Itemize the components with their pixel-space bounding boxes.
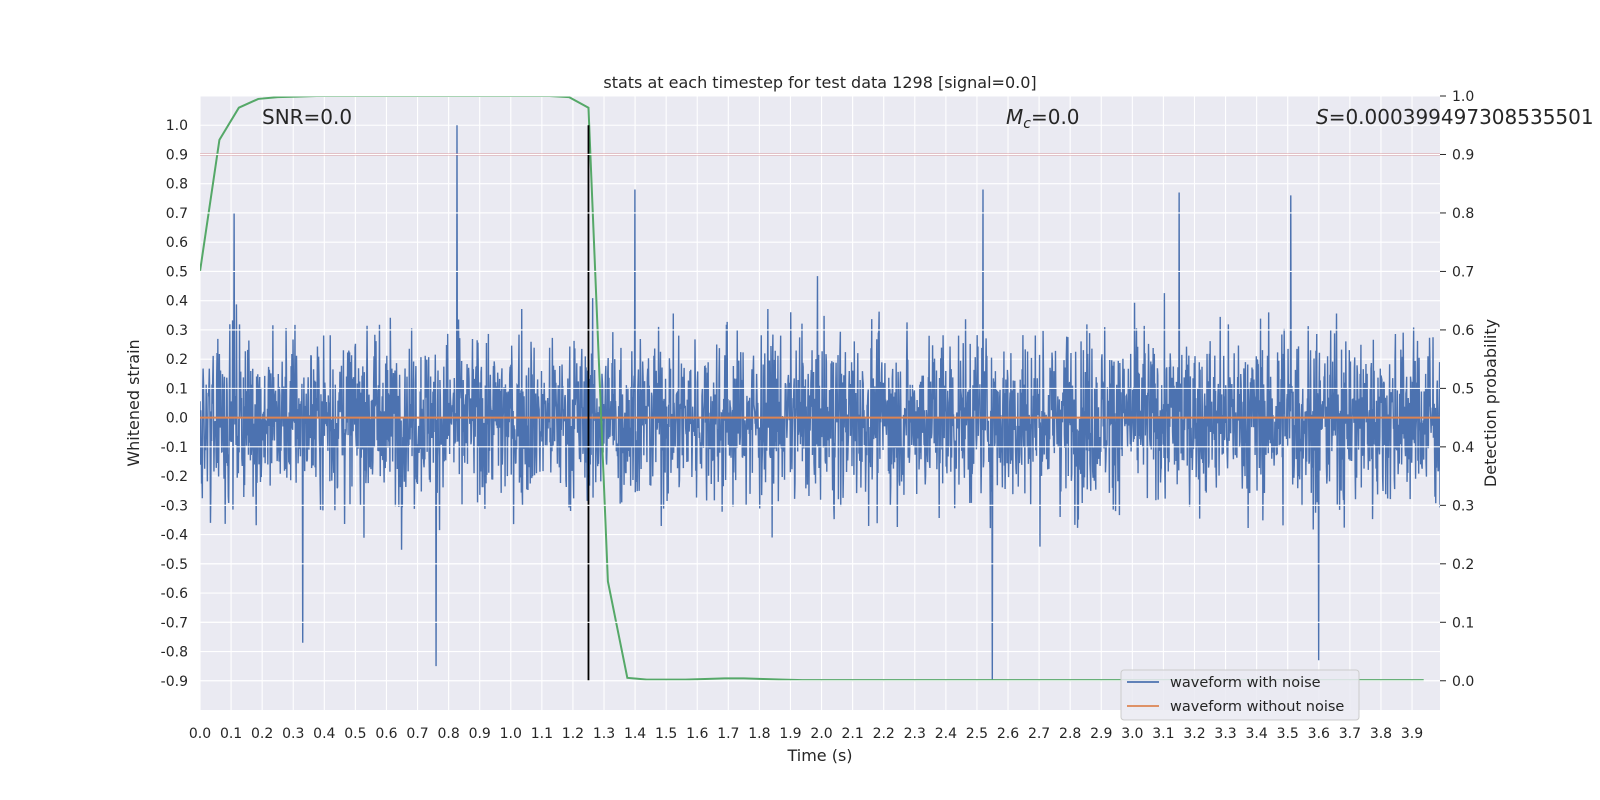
y2-tick-label: 0.6	[1452, 323, 1474, 339]
x-tick-label: 0.2	[251, 726, 273, 742]
y2-tick-label: 0.4	[1452, 440, 1474, 456]
x-tick-label: 3.0	[1121, 726, 1143, 742]
x-tick-label: 1.6	[686, 726, 708, 742]
y-tick-label: 0.4	[166, 294, 188, 310]
x-tick-label: 2.3	[904, 726, 926, 742]
y2-tick-label: 1.0	[1452, 89, 1474, 105]
snr-annotation: SNR=0.0	[262, 105, 352, 129]
x-tick-label: 3.7	[1339, 726, 1361, 742]
y-tick-label: 1.0	[166, 118, 188, 134]
x-tick-label: 3.4	[1246, 726, 1268, 742]
x-tick-label: 1.0	[500, 726, 522, 742]
y-tick-label: -0.7	[161, 615, 188, 631]
x-tick-label: 1.2	[562, 726, 584, 742]
x-tick-label: 3.3	[1214, 726, 1236, 742]
y-tick-label: -0.9	[161, 674, 188, 690]
y2-tick-label: 0.3	[1452, 498, 1474, 514]
x-tick-label: 3.6	[1308, 726, 1330, 742]
x-tick-label: 0.7	[406, 726, 428, 742]
y2-tick-label: 0.8	[1452, 206, 1474, 222]
y-tick-label: -0.5	[161, 557, 188, 573]
x-tick-label: 2.1	[841, 726, 863, 742]
x-tick-label: 2.2	[873, 726, 895, 742]
x-tick-label: 0.8	[437, 726, 459, 742]
legend: waveform with noise waveform without noi…	[1120, 669, 1360, 721]
mc-annotation: Mc=0.0	[1006, 105, 1080, 132]
x-tick-label: 3.1	[1152, 726, 1174, 742]
y2-axis-label: Detection probability	[1481, 319, 1500, 487]
y-tick-label: 0.2	[166, 352, 188, 368]
x-tick-label: 3.9	[1401, 726, 1423, 742]
x-tick-label: 0.9	[469, 726, 491, 742]
x-tick-label: 1.8	[748, 726, 770, 742]
x-axis-label: Time (s)	[786, 746, 852, 765]
mc-subscript: c	[1023, 116, 1031, 132]
y2-tick-label: 0.2	[1452, 557, 1474, 573]
x-tick-label: 0.6	[375, 726, 397, 742]
y-tick-label: -0.3	[161, 498, 188, 514]
x-tick-label: 1.9	[779, 726, 801, 742]
y2-tick-label: 0.1	[1452, 615, 1474, 631]
x-tick-label: 1.5	[655, 726, 677, 742]
y-tick-label: 0.5	[166, 264, 188, 280]
mc-symbol: M	[1006, 105, 1023, 129]
chart-title: stats at each timestep for test data 129…	[603, 73, 1036, 92]
mc-value: =0.0	[1031, 105, 1080, 129]
x-tick-label: 3.5	[1277, 726, 1299, 742]
y-axis-label: Whitened strain	[124, 339, 143, 466]
x-tick-label: 0.4	[313, 726, 335, 742]
y-tick-label: 0.9	[166, 147, 188, 163]
x-tick-label: 3.8	[1370, 726, 1392, 742]
y-tick-label: -0.8	[161, 645, 188, 661]
x-tick-label: 1.1	[531, 726, 553, 742]
x-tick-label: 2.7	[1028, 726, 1050, 742]
x-tick-label: 2.9	[1090, 726, 1112, 742]
x-tick-label: 2.5	[966, 726, 988, 742]
y-tick-label: -0.6	[161, 586, 188, 602]
y-tick-label: 0.6	[166, 235, 188, 251]
s-annotation: S=0.000399497308535501	[1316, 105, 1594, 129]
legend-label-noise: waveform with noise	[1170, 675, 1321, 691]
y-tick-label: -0.1	[161, 440, 188, 456]
x-tick-label: 1.3	[593, 726, 615, 742]
y-tick-label: -0.2	[161, 469, 188, 485]
y-tick-label: -0.4	[161, 528, 188, 544]
x-tick-label: 0.3	[282, 726, 304, 742]
x-tick-label: 0.1	[220, 726, 242, 742]
x-tick-label: 3.2	[1183, 726, 1205, 742]
legend-label-clean: waveform without noise	[1170, 699, 1344, 715]
series-waveform-with-noise	[200, 125, 1440, 681]
x-tick-label: 0.5	[344, 726, 366, 742]
ticks-layer: 0.0 0.1 0.2 0.3 0.4 0.5 0.6 0.7 0.8 0.9 1.0 1.1 1.2 1…	[161, 89, 1475, 742]
s-value: =0.000399497308535501	[1329, 105, 1594, 129]
y-tick-label: 0.3	[166, 323, 188, 339]
y-tick-label: 0.0	[166, 411, 188, 427]
y2-tick-label: 0.9	[1452, 147, 1474, 163]
y2-tick-label: 0.0	[1452, 674, 1474, 690]
legend-box	[1120, 669, 1360, 721]
y-tick-label: 0.8	[166, 177, 188, 193]
x-tick-label: 2.8	[1059, 726, 1081, 742]
x-tick-label: 2.4	[935, 726, 957, 742]
x-tick-label: 1.4	[624, 726, 646, 742]
y2-tick-label: 0.7	[1452, 264, 1474, 280]
x-tick-label: 1.7	[717, 726, 739, 742]
y-tick-label: 0.1	[166, 381, 188, 397]
y2-tick-label: 0.5	[1452, 381, 1474, 397]
y-tick-label: 0.7	[166, 206, 188, 222]
s-symbol: S	[1316, 105, 1329, 129]
x-tick-label: 2.6	[997, 726, 1019, 742]
x-tick-label: 0.0	[189, 726, 211, 742]
series-detection-probability	[200, 96, 1424, 682]
x-tick-label: 2.0	[810, 726, 832, 742]
